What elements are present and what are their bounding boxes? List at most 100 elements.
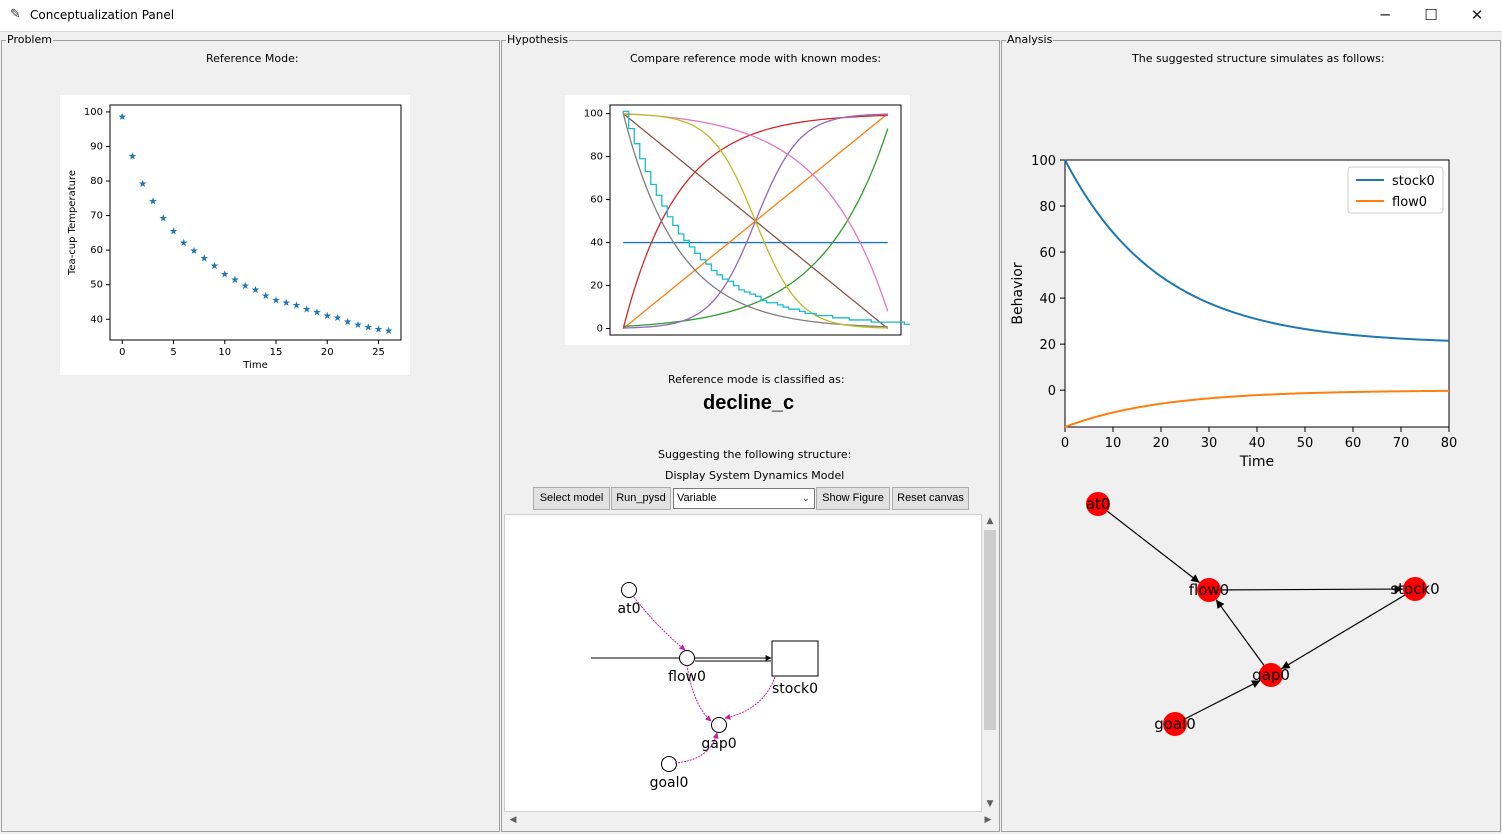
scrollbar-thumb[interactable] <box>984 530 996 730</box>
flow0-graph-label: flow0 <box>1189 581 1229 599</box>
data-point: ★ <box>179 238 188 249</box>
x-tick-label: 10 <box>1105 436 1122 451</box>
network-graph: at0 flow0 stock0 gap0 goal0 <box>1086 492 1440 736</box>
scroll-left-icon[interactable]: ◀ <box>509 815 517 825</box>
gap0-graph-node <box>1259 663 1283 687</box>
data-point: ★ <box>343 317 352 328</box>
stock0-line <box>1064 159 1450 342</box>
flow0-line <box>1064 389 1450 428</box>
reset-canvas-button[interactable]: Reset canvas <box>892 487 969 510</box>
select-model-button[interactable]: Select model <box>533 487 610 510</box>
show-figure-button[interactable]: Show Figure <box>816 487 890 510</box>
canvas-horizontal-scrollbar[interactable]: ◀ ▶ <box>504 813 998 829</box>
data-point: ★ <box>159 214 168 225</box>
data-point: ★ <box>374 325 383 336</box>
y-tick-label: 0 <box>597 324 603 335</box>
minimize-button[interactable]: ─ <box>1362 0 1408 31</box>
at0-label: at0 <box>618 601 641 617</box>
close-icon: ✕ <box>1470 6 1484 24</box>
causal-link <box>724 676 776 720</box>
causal-link <box>686 664 712 722</box>
suggesting-structure-label: Suggesting the following structure: <box>658 448 852 461</box>
classification-result: decline_c <box>703 392 795 414</box>
y-tick-label: 80 <box>1039 200 1056 215</box>
simulation-figure: 0 10 20 30 40 50 60 70 80 0 20 40 60 80 100 Time Behavio… <box>1003 140 1498 475</box>
analysis-frame: Analysis <box>1001 33 1501 832</box>
mode-line <box>623 128 889 328</box>
variable-select[interactable]: Variable ⌄ <box>673 488 815 509</box>
analysis-frame-label: Analysis <box>1006 33 1054 46</box>
data-point: ★ <box>364 323 373 334</box>
reference-mode-label: Reference Mode: <box>206 52 299 65</box>
x-tick-label: 50 <box>1297 436 1314 451</box>
canvas-vertical-scrollbar[interactable]: ▲ ▼ <box>982 514 998 812</box>
data-point: ★ <box>210 261 219 272</box>
data-point: ★ <box>118 112 127 123</box>
x-tick-label: 10 <box>218 347 231 358</box>
y-tick-label: 100 <box>584 109 603 120</box>
data-point: ★ <box>128 151 137 162</box>
graph-edge <box>1208 584 1404 594</box>
data-point: ★ <box>333 313 342 324</box>
flow0-label: flow0 <box>668 669 706 685</box>
y-tick-label: 60 <box>90 245 103 256</box>
data-point: ★ <box>353 320 362 331</box>
x-tick-label: 20 <box>321 347 334 358</box>
variable-select-value: Variable <box>677 492 717 504</box>
close-button[interactable]: ✕ <box>1454 0 1500 31</box>
data-point: ★ <box>251 285 260 296</box>
reference-mode-figure: 0 5 10 15 20 25 40 50 60 70 80 90 100 Time Tea-cup Tem… <box>60 95 410 375</box>
scroll-down-icon[interactable]: ▼ <box>986 799 994 809</box>
at0-graph-label: at0 <box>1086 495 1111 513</box>
data-point: ★ <box>261 291 270 302</box>
graph-edge <box>1097 503 1200 584</box>
x-tick-label: 40 <box>1249 436 1266 451</box>
maximize-icon: ☐ <box>1424 6 1438 24</box>
minimize-icon: ─ <box>1380 6 1390 24</box>
window-title: Conceptualization Panel <box>30 8 175 22</box>
sd-model-diagram: at0 flow0 gap0 goal0 stock0 <box>591 582 819 791</box>
hypothesis-frame: Hypothesis <box>501 33 1000 832</box>
graph-edge <box>1280 588 1416 670</box>
goal0-label: goal0 <box>650 775 689 791</box>
model-canvas[interactable]: at0 flow0 gap0 goal0 stock0 <box>504 514 982 812</box>
network-graph-figure: at0 flow0 stock0 gap0 goal0 <box>1003 478 1498 758</box>
y-tick-label: 80 <box>590 152 603 163</box>
data-point: ★ <box>282 298 291 309</box>
data-point: ★ <box>149 196 158 207</box>
y-tick-label: 60 <box>1039 246 1056 261</box>
goal0-node <box>661 756 677 772</box>
display-model-label: Display System Dynamics Model <box>665 469 845 482</box>
known-modes-figure: 0 20 40 60 80 100 <box>565 95 910 345</box>
x-tick-label: 5 <box>170 347 176 358</box>
maximize-button[interactable]: ☐ <box>1408 0 1454 31</box>
gap0-label: gap0 <box>701 736 736 752</box>
y-tick-label: 40 <box>590 238 603 249</box>
y-tick-label: 90 <box>90 141 103 152</box>
stock0-box <box>771 640 819 677</box>
data-point: ★ <box>272 296 281 307</box>
y-tick-label: 80 <box>90 176 103 187</box>
scroll-right-icon[interactable]: ▶ <box>984 815 992 825</box>
y-tick-label: 0 <box>1048 384 1056 399</box>
y-tick-label: 20 <box>1039 338 1056 353</box>
y-axis-label: Tea-cup Temperature <box>67 170 78 276</box>
data-point: ★ <box>190 246 199 257</box>
classified-as-label: Reference mode is classified as: <box>668 373 845 386</box>
known-modes-chart: 0 20 40 60 80 100 <box>584 104 910 336</box>
y-tick-label: 40 <box>1039 292 1056 307</box>
x-tick-label: 20 <box>1153 436 1170 451</box>
scroll-up-icon[interactable]: ▲ <box>986 516 994 526</box>
at0-node <box>621 582 637 598</box>
data-point: ★ <box>138 179 147 190</box>
feather-icon: ✎ <box>10 7 21 22</box>
stock0-graph-node <box>1403 577 1427 601</box>
reference-mode-chart: 0 5 10 15 20 25 40 50 60 70 80 90 100 Time Tea-cup Tem… <box>67 104 402 371</box>
x-tick-label: 30 <box>1201 436 1218 451</box>
y-tick-label: 50 <box>90 280 103 291</box>
x-tick-label: 25 <box>372 347 385 358</box>
mode-line <box>622 110 910 325</box>
x-axis-label: Time <box>242 360 267 371</box>
run-pysd-button[interactable]: Run_pysd <box>611 487 671 510</box>
x-tick-label: 0 <box>119 347 125 358</box>
